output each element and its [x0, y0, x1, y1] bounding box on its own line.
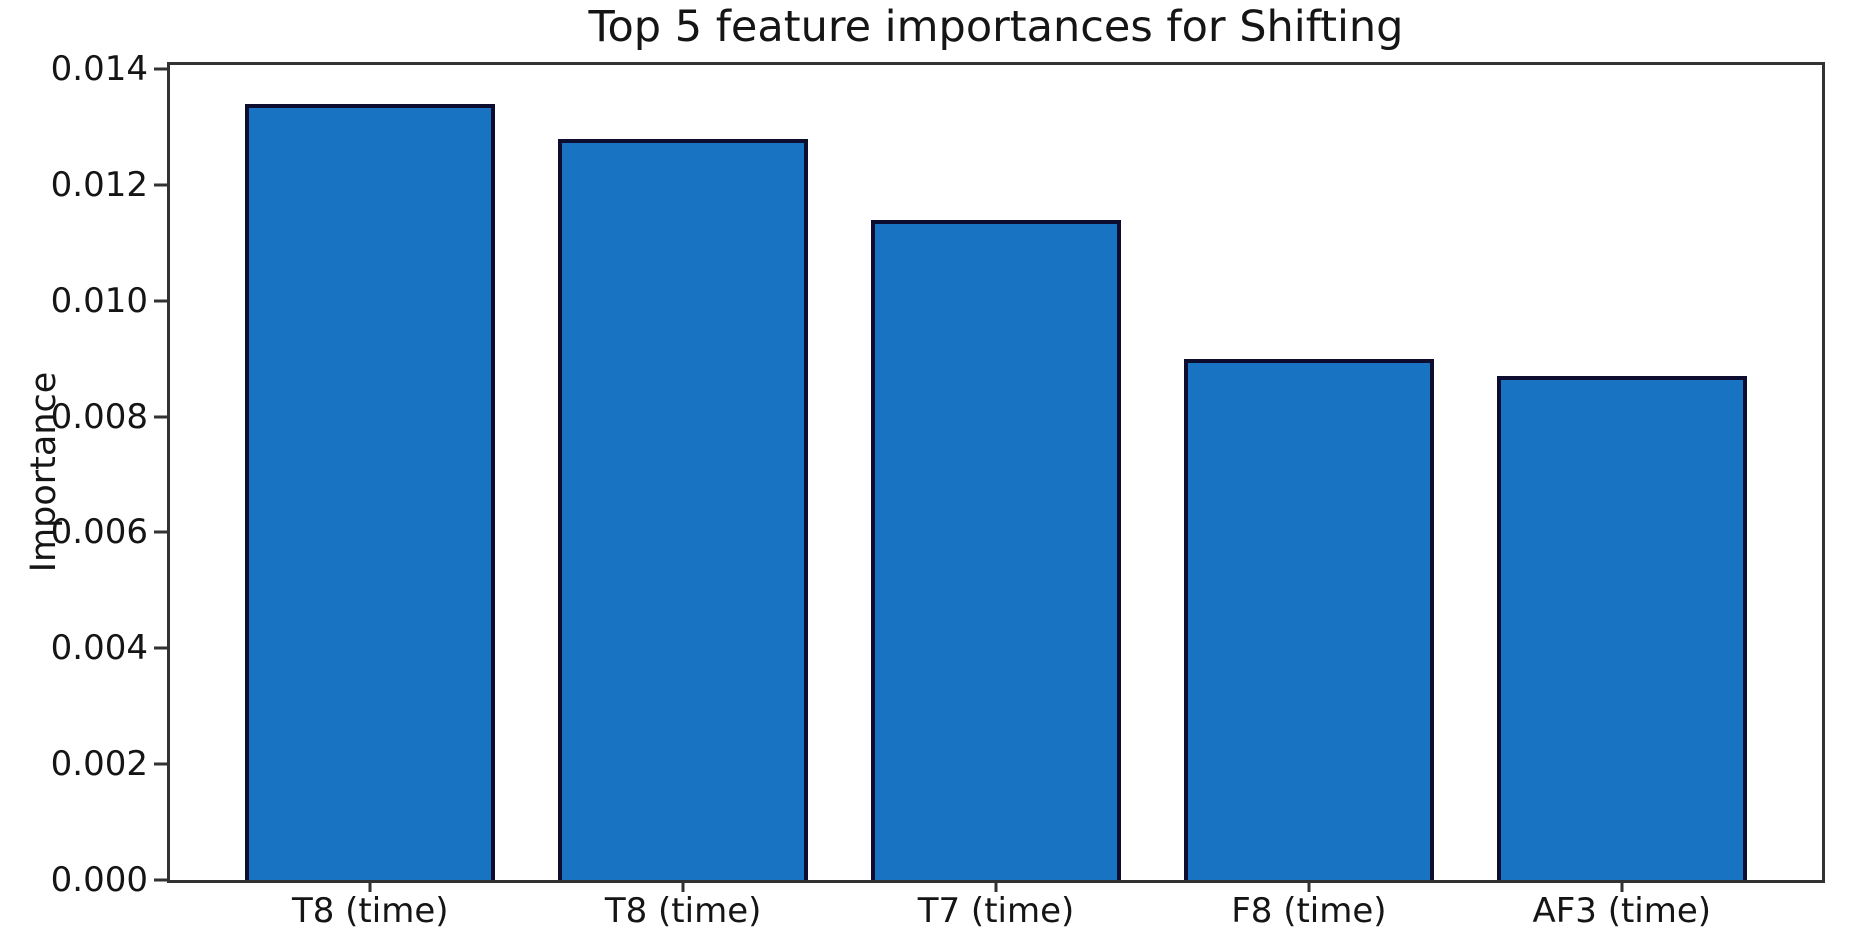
- x-tick-label-t7-time: T7 (time): [917, 891, 1075, 931]
- y-tick-label-0-000: 0.000: [50, 860, 148, 900]
- x-tick-label-f8-time: F8 (time): [1231, 891, 1387, 931]
- y-tick-label-0-008: 0.008: [50, 396, 148, 437]
- y-tick-mark: [154, 530, 168, 534]
- bar-af3-time: [1496, 376, 1747, 880]
- chart-title: Top 5 feature importances for Shifting: [588, 2, 1404, 52]
- bar-f8-time: [1183, 358, 1435, 880]
- y-tick-mark: [154, 183, 168, 187]
- y-tick-label-0-012: 0.012: [50, 164, 148, 205]
- y-tick-label-0-014: 0.014: [50, 49, 148, 90]
- x-tick-mark: [1307, 882, 1311, 892]
- y-tick-mark: [154, 646, 168, 650]
- x-tick-label-t8-time: T8 (time): [291, 891, 449, 931]
- y-tick-mark: [154, 415, 168, 419]
- y-tick-label-0-004: 0.004: [50, 628, 148, 669]
- y-tick-mark: [154, 67, 168, 71]
- y-tick-mark: [154, 878, 168, 882]
- bar-t8-time: [245, 103, 496, 880]
- bar-t7-time: [870, 219, 1122, 880]
- bar-t8-time: [557, 138, 809, 880]
- x-tick-mark: [994, 882, 998, 892]
- x-tick-label-t8-time: T8 (time): [604, 891, 762, 931]
- x-tick-mark: [681, 882, 685, 892]
- y-tick-mark: [154, 762, 168, 766]
- y-tick-label-0-010: 0.010: [50, 280, 148, 321]
- x-tick-mark: [1620, 882, 1624, 892]
- y-tick-mark: [154, 299, 168, 303]
- y-tick-label-0-002: 0.002: [50, 744, 148, 785]
- x-tick-mark: [368, 882, 372, 892]
- x-tick-label-af3-time: AF3 (time): [1532, 891, 1712, 931]
- y-tick-label-0-006: 0.006: [50, 512, 148, 553]
- plot-area: T8 (time) T8 (time) T7 (time) F8 (time) AF3 …: [51, 52, 1825, 928]
